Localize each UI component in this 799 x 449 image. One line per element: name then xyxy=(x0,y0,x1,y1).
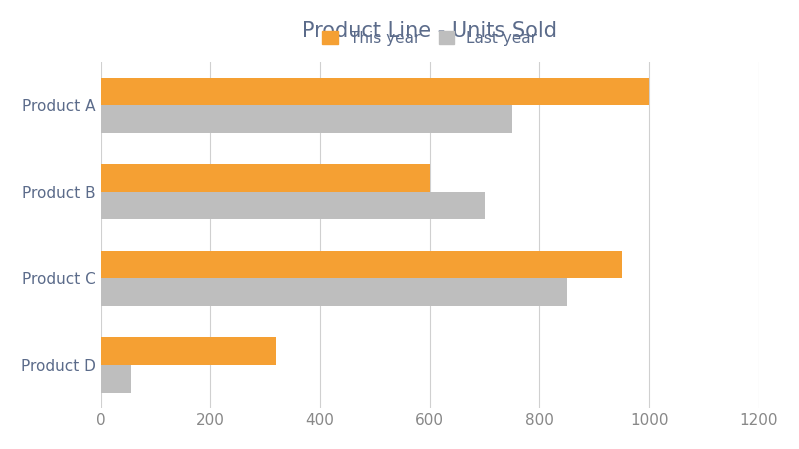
Bar xyxy=(101,164,430,192)
Bar xyxy=(101,105,512,133)
Legend: This year, Last year: This year, Last year xyxy=(316,24,543,52)
Title: Product Line - Units Sold: Product Line - Units Sold xyxy=(302,21,557,41)
Bar xyxy=(101,278,567,306)
Bar xyxy=(101,251,622,278)
Bar xyxy=(101,78,650,105)
Bar xyxy=(101,192,485,220)
Bar xyxy=(101,365,131,392)
Bar xyxy=(101,337,276,365)
